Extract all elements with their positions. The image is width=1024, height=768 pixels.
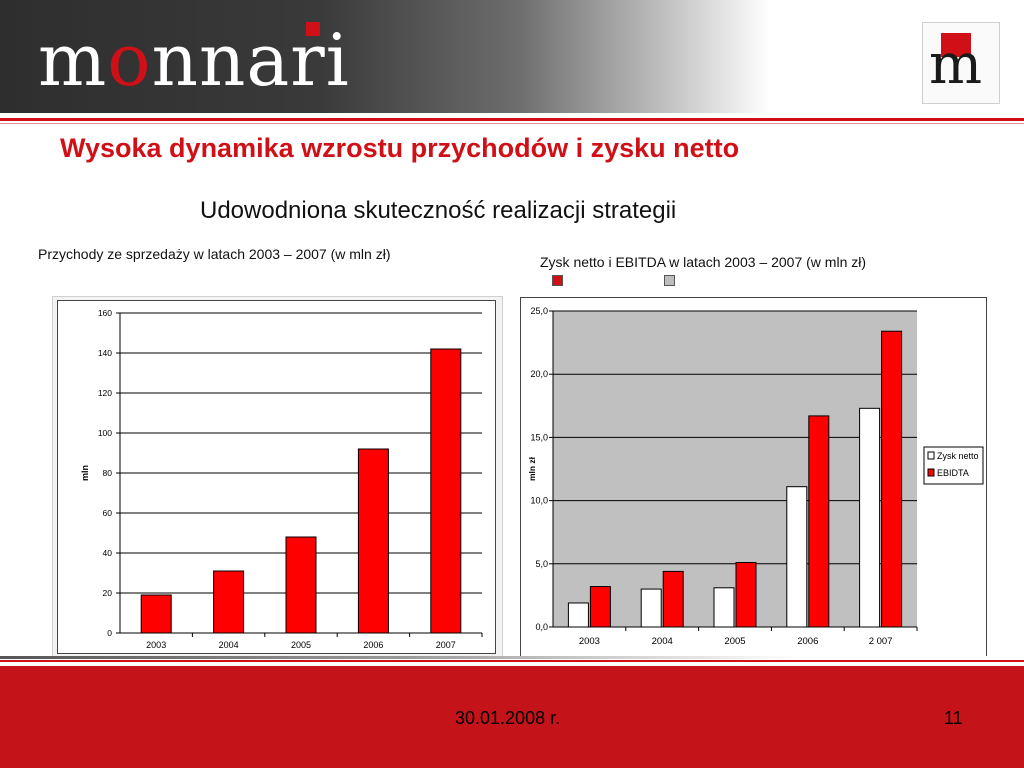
footer-gradient-line xyxy=(0,656,1024,659)
brand-logo-text: monnari xyxy=(38,20,350,100)
revenue-chart-frame: 0 20 40 60 80 100 120 140 160 2003 2004 2005 2006 200… xyxy=(52,296,503,659)
revenue-chart: 0 20 40 60 80 100 120 140 160 2003 2004 2005 2006 200… xyxy=(80,308,483,650)
bar-ebidta-2007 xyxy=(881,330,903,628)
profit-chart: 0,0 5,0 10,0 15,0 20,0 25,0 2003 2004 2005 2006 2 … xyxy=(527,306,984,647)
legend-label: Zysk netto xyxy=(937,451,979,461)
y-tick-label: 20 xyxy=(103,588,113,598)
x-tick-label: 2005 xyxy=(291,640,311,650)
header: monnari m xyxy=(0,0,1024,117)
brand-suffix: nnari xyxy=(151,18,350,102)
bar-2007 xyxy=(430,348,462,634)
bar-2005 xyxy=(285,536,317,634)
bar-zysk-netto-2003 xyxy=(567,602,589,628)
bar-2003 xyxy=(140,594,172,634)
footer xyxy=(0,666,1024,768)
legend-swatch xyxy=(927,468,935,477)
profit-chart-frame: 0,0 5,0 10,0 15,0 20,0 25,0 2003 2004 2005 2006 2 … xyxy=(520,297,987,657)
x-tick-label: 2 007 xyxy=(869,636,893,647)
bar-zysk-netto-2006 xyxy=(786,486,808,628)
y-tick-label: 10,0 xyxy=(530,496,548,506)
x-tick-label: 2005 xyxy=(724,636,745,647)
y-tick-label: 40 xyxy=(103,548,113,558)
y-tick-label: 100 xyxy=(98,428,112,438)
caption-marker-red xyxy=(552,275,563,286)
bar-zysk-netto-2007 xyxy=(859,407,881,628)
x-tick-label: 2007 xyxy=(436,640,456,650)
x-tick-label: 2003 xyxy=(146,640,166,650)
y-axis-label: mln xyxy=(80,465,90,481)
profit-chart-caption: Zysk netto i EBITDA w latach 2003 – 2007… xyxy=(540,254,867,270)
header-band xyxy=(0,0,770,113)
revenue-chart-area: 0 20 40 60 80 100 120 140 160 2003 2004 2005 2006 200… xyxy=(57,300,496,654)
bar-2006 xyxy=(357,448,389,634)
header-divider-thin xyxy=(0,123,1024,124)
y-tick-label: 80 xyxy=(103,468,113,478)
y-tick-label: 5,0 xyxy=(535,559,548,569)
page-number: 11 xyxy=(944,708,963,728)
x-tick-label: 2006 xyxy=(363,640,383,650)
page-title: Wysoka dynamika wzrostu przychodów i zys… xyxy=(60,133,740,163)
y-tick-label: 25,0 xyxy=(530,306,548,316)
x-tick-label: 2003 xyxy=(579,636,600,647)
brand-dot xyxy=(306,22,320,36)
y-tick-label: 0,0 xyxy=(535,622,548,632)
y-tick-label: 140 xyxy=(98,348,112,358)
y-tick-label: 0 xyxy=(107,628,112,638)
logo-red-square xyxy=(941,33,971,57)
y-tick-label: 60 xyxy=(103,508,113,518)
legend-label: EBIDTA xyxy=(937,468,969,478)
x-tick-label: 2004 xyxy=(219,640,239,650)
bar-ebidta-2003 xyxy=(589,586,611,628)
x-tick-label: 2004 xyxy=(652,636,673,647)
bar-ebidta-2006 xyxy=(808,415,830,628)
revenue-chart-caption: Przychody ze sprzedaży w latach 2003 – 2… xyxy=(38,246,391,262)
plot-area xyxy=(553,311,917,627)
bar-ebidta-2005 xyxy=(735,562,757,628)
y-axis-label: mln zł xyxy=(527,456,537,481)
legend-swatch xyxy=(927,451,935,460)
footer-divider xyxy=(0,660,1024,662)
monnari-logo: m xyxy=(922,22,1000,104)
bar-zysk-netto-2005 xyxy=(713,587,735,628)
caption-marker-gray xyxy=(664,275,675,286)
brand-o: o xyxy=(107,18,152,102)
brand-prefix: m xyxy=(38,18,108,102)
y-tick-label: 20,0 xyxy=(530,369,548,379)
footer-date: 30.01.2008 r. xyxy=(455,708,561,728)
bar-ebidta-2004 xyxy=(662,570,684,628)
y-tick-label: 160 xyxy=(98,308,112,318)
y-tick-label: 120 xyxy=(98,388,112,398)
header-divider xyxy=(0,118,1024,121)
logo-letter: m xyxy=(929,32,983,97)
x-tick-label: 2006 xyxy=(797,636,818,647)
y-tick-label: 15,0 xyxy=(530,432,548,442)
bar-zysk-netto-2004 xyxy=(640,588,662,628)
bar-2004 xyxy=(213,570,245,634)
page-subtitle: Udowodniona skuteczność realizacji strat… xyxy=(200,197,677,224)
